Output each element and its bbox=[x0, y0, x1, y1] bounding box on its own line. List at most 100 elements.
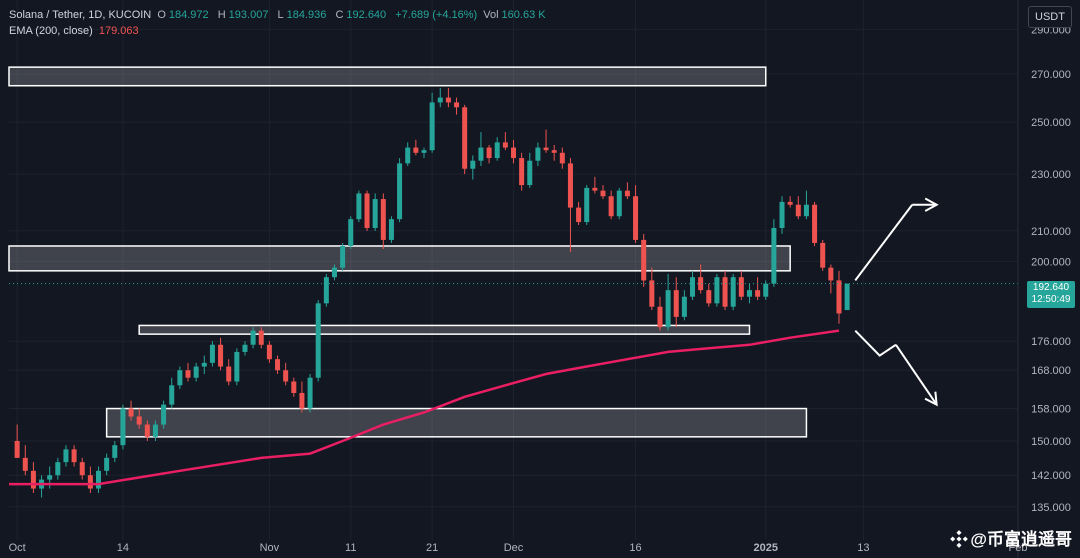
candle bbox=[820, 239, 826, 271]
candle bbox=[169, 377, 175, 409]
candle-body bbox=[641, 239, 647, 281]
y-tick-label: 135.000 bbox=[1031, 502, 1071, 514]
x-tick-label: 13 bbox=[857, 542, 869, 554]
candle-body bbox=[340, 245, 346, 268]
candle-body bbox=[87, 475, 93, 489]
candle bbox=[405, 142, 411, 167]
candle-body bbox=[486, 147, 492, 159]
ema-label[interactable]: EMA (200, close) bbox=[9, 25, 93, 37]
candle bbox=[372, 193, 378, 231]
candle bbox=[690, 270, 696, 301]
candle-body bbox=[698, 277, 704, 291]
y-tick-label: 210.000 bbox=[1031, 226, 1071, 238]
candle-body bbox=[397, 163, 403, 220]
x-tick-label: Dec bbox=[504, 542, 524, 554]
candle-body bbox=[608, 196, 614, 217]
watermark-text: @币富逍遥哥 bbox=[970, 530, 1072, 549]
candle bbox=[681, 290, 687, 321]
y-tick-label: 250.000 bbox=[1031, 117, 1071, 129]
arrow-path bbox=[854, 329, 897, 357]
candle-body bbox=[763, 283, 769, 297]
x-tick-label: Feb bbox=[1009, 542, 1028, 554]
candle-body bbox=[291, 381, 297, 393]
candle bbox=[185, 362, 191, 382]
candle-body bbox=[690, 277, 696, 297]
candle bbox=[771, 219, 777, 287]
current-price-label: 192.640 12:50:49 bbox=[1027, 281, 1075, 308]
candle bbox=[112, 440, 118, 463]
candle bbox=[242, 341, 248, 356]
candle-body bbox=[421, 150, 427, 153]
candle-body bbox=[275, 359, 281, 371]
candle-body bbox=[299, 392, 305, 409]
candle bbox=[543, 129, 549, 153]
candle-body bbox=[738, 277, 744, 297]
candle-body bbox=[535, 147, 541, 161]
ohlc-close: C 192.640 bbox=[335, 9, 387, 21]
candle bbox=[511, 139, 516, 164]
candle bbox=[364, 190, 370, 231]
symbol-legend: Solana / Tether, 1D, KUCOIN O 184.972 H 19… bbox=[9, 9, 552, 21]
candle bbox=[152, 420, 158, 441]
candle-body bbox=[445, 97, 451, 103]
candle bbox=[779, 196, 785, 234]
candle-body bbox=[185, 370, 191, 378]
candle-body bbox=[844, 283, 850, 311]
candle-body bbox=[30, 470, 36, 489]
candle-body bbox=[494, 142, 500, 159]
candle-body bbox=[22, 457, 28, 471]
candle-body bbox=[478, 147, 484, 161]
candle-body bbox=[812, 204, 818, 243]
candle-body bbox=[380, 199, 386, 240]
candle bbox=[641, 233, 647, 287]
candle-body bbox=[388, 219, 394, 240]
candle bbox=[161, 400, 167, 429]
candle bbox=[730, 274, 736, 311]
arrow-head bbox=[924, 197, 939, 212]
candle-body bbox=[576, 207, 582, 223]
candle bbox=[250, 327, 256, 349]
candle-body bbox=[96, 470, 102, 489]
candle-body bbox=[55, 462, 61, 476]
candle bbox=[397, 158, 403, 223]
candle-body bbox=[405, 147, 411, 164]
candle-body bbox=[250, 330, 256, 345]
candle bbox=[234, 348, 240, 386]
candle bbox=[218, 337, 224, 371]
candle-body bbox=[527, 160, 533, 186]
symbol-title[interactable]: Solana / Tether, 1D, KUCOIN bbox=[9, 9, 152, 21]
price-axis: 135.000 142.000 150.000 158.000 168.000 176.0… bbox=[1031, 24, 1071, 513]
candle bbox=[706, 283, 712, 307]
candle bbox=[144, 420, 150, 441]
candle bbox=[30, 462, 36, 494]
candle bbox=[812, 201, 818, 246]
projection-arrow bbox=[854, 329, 938, 407]
candle bbox=[738, 270, 744, 301]
candle bbox=[494, 137, 500, 161]
candle bbox=[307, 373, 313, 413]
candle bbox=[193, 362, 199, 382]
candle bbox=[104, 453, 110, 476]
candle bbox=[673, 277, 679, 328]
candle bbox=[592, 176, 598, 194]
candle bbox=[454, 97, 460, 115]
candle bbox=[519, 152, 525, 191]
currency-button[interactable]: USDT bbox=[1028, 6, 1072, 28]
candle-body bbox=[234, 351, 240, 382]
candle bbox=[136, 408, 142, 429]
x-tick-label: Oct bbox=[9, 542, 26, 554]
candle-body bbox=[616, 190, 622, 217]
candle bbox=[486, 144, 492, 164]
candle bbox=[331, 264, 337, 281]
price-zone bbox=[105, 407, 808, 438]
candle bbox=[258, 327, 264, 349]
candle bbox=[795, 196, 801, 220]
candle bbox=[665, 274, 671, 331]
candle bbox=[836, 270, 842, 324]
candle bbox=[559, 147, 565, 169]
candle-body bbox=[470, 160, 476, 169]
candle-body bbox=[79, 462, 85, 476]
candle-body bbox=[722, 277, 728, 307]
x-tick-label: 11 bbox=[345, 542, 356, 554]
